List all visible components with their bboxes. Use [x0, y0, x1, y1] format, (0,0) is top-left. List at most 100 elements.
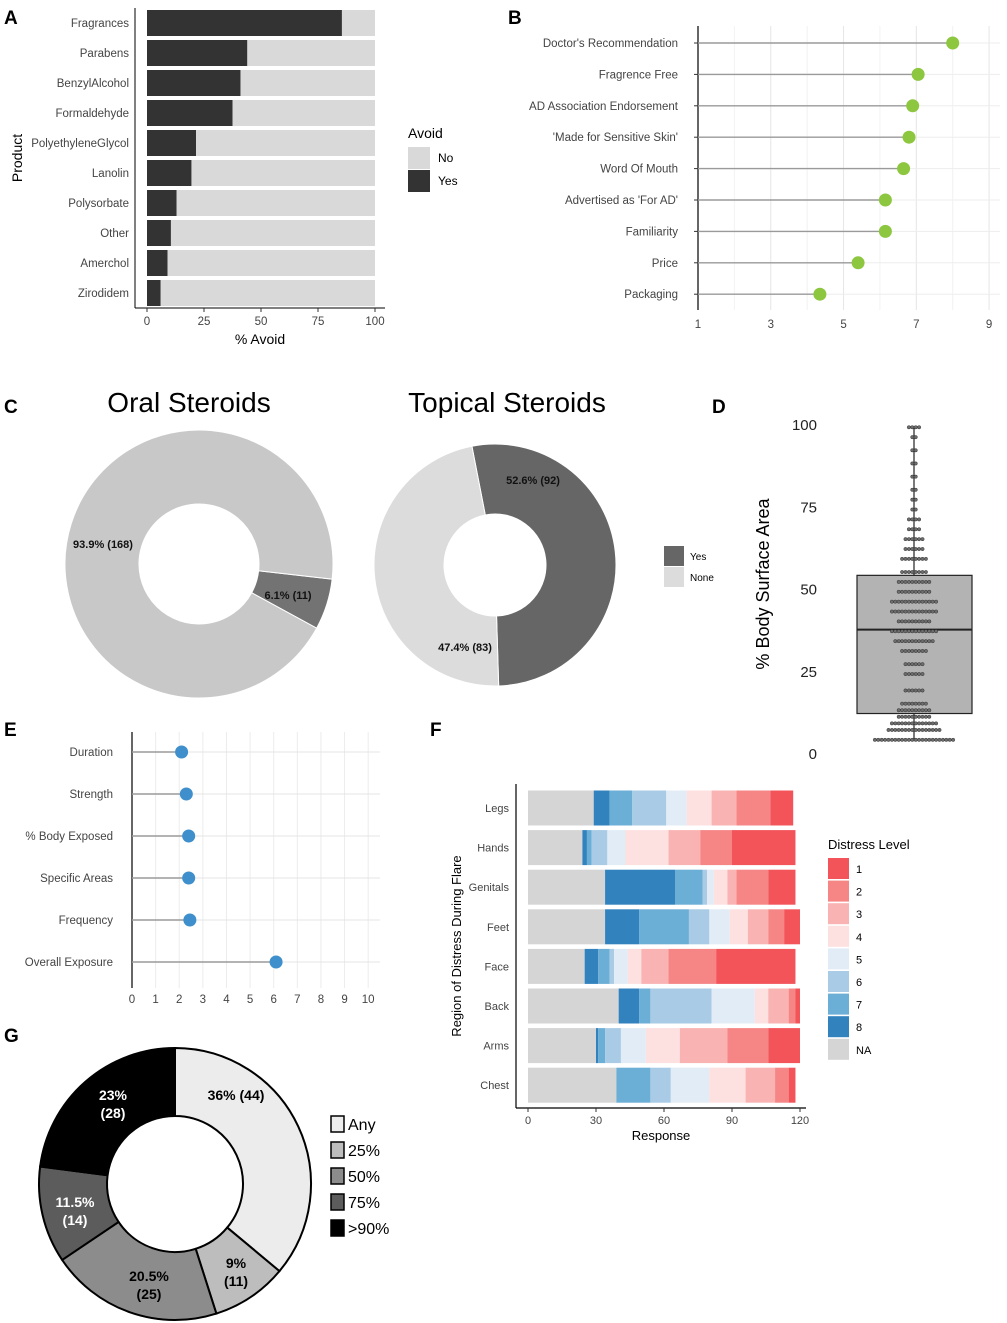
data-dot: [900, 599, 905, 604]
bar-legs-level-na: [528, 790, 594, 826]
slice-label-count-75: (14): [63, 1212, 88, 1228]
x-tick-label: 7: [913, 319, 919, 331]
data-dot: [910, 556, 915, 561]
data-dot: [906, 556, 911, 561]
data-dot: [903, 537, 908, 542]
data-dot: [896, 721, 901, 726]
data-dot: [906, 728, 911, 732]
slice-50: [60, 1220, 218, 1321]
bar-lanolin-no: [191, 160, 375, 186]
data-dot: [923, 728, 928, 732]
data-dot: [913, 556, 918, 561]
bar-hands-level-2: [700, 830, 732, 866]
bar-arms-level-5: [620, 1028, 646, 1064]
legend-label-yes: Yes: [438, 174, 458, 188]
bar-hands-level-3: [668, 830, 701, 866]
panel-g-exposure-donut: 36% (44) 9% (11) 20.5% (25) 11.5% (14) 23% (28) A…: [38, 1046, 389, 1321]
bar-benzylalcohol-no: [240, 70, 375, 96]
bar-chest-level-6: [650, 1067, 671, 1103]
slice-none: [64, 429, 334, 699]
bar-face-level-5: [614, 948, 628, 984]
data-dot: [913, 461, 918, 466]
x-tick-label: 5: [840, 319, 846, 331]
lollipop-point-overall-exposure: [269, 955, 283, 969]
y-tick-label: 75: [800, 499, 817, 516]
y-tick-label: Polysorbate: [68, 198, 129, 210]
bar-feet-level-5: [709, 909, 730, 945]
panel-letter-b: B: [508, 8, 522, 29]
y-tick-label: Hands: [477, 843, 509, 855]
slice-label-none: 93.9% (168): [73, 539, 133, 551]
data-dot: [913, 435, 918, 440]
data-dot: [910, 701, 915, 706]
data-dot: [896, 629, 901, 634]
bar-other-yes: [147, 220, 171, 246]
data-dot: [923, 556, 928, 561]
bar-arms-level-8: [596, 1028, 599, 1064]
data-dot: [906, 649, 911, 653]
data-dot: [896, 589, 901, 594]
y-tick-label: 50: [800, 582, 817, 599]
data-dot: [913, 474, 918, 479]
bar-hands-level-5: [607, 830, 626, 866]
lollipop-point-specific-areas: [182, 871, 196, 885]
data-dot: [893, 721, 898, 726]
bar-feet-level-1: [784, 909, 800, 945]
bar-legs-level-4: [686, 790, 712, 826]
data-dot: [934, 728, 939, 732]
data-dot: [913, 547, 918, 551]
data-dot: [900, 579, 905, 584]
data-dot: [913, 609, 918, 614]
data-dot: [903, 556, 908, 561]
data-dot: [917, 662, 922, 667]
lollipop-point-price: [851, 256, 865, 270]
bar-feet-level-8: [605, 909, 640, 945]
data-dot: [927, 629, 932, 634]
bar-face-level-1: [716, 948, 796, 984]
y-tick-label: BenzylAlcohol: [57, 78, 129, 90]
x-tick-label: 120: [791, 1115, 809, 1127]
bar-formaldehyde-yes: [147, 100, 233, 126]
panel-b-lollipop-chart: Doctor's Recommendation Fragrence Free AD …: [529, 26, 1000, 331]
y-tick-label: Overall Exposure: [25, 957, 113, 969]
data-dot: [923, 609, 928, 614]
y-tick-label: % Body Exposed: [25, 831, 113, 843]
bar-polysorbate-no: [176, 190, 375, 216]
bar-genitals-level-7: [675, 869, 703, 905]
y-axis-title: Product: [9, 134, 25, 182]
data-dot: [940, 737, 945, 742]
legend-label-any: Any: [348, 1117, 376, 1134]
data-dot: [903, 672, 908, 676]
data-dot: [913, 701, 918, 706]
data-dot: [910, 599, 915, 604]
lollipop-point-body-exposed: [182, 829, 196, 843]
data-dot: [893, 599, 898, 604]
data-dot: [910, 507, 915, 512]
data-dot: [903, 579, 908, 584]
legend-title: Distress Level: [828, 837, 910, 852]
data-dot: [930, 599, 935, 604]
data-dot: [917, 721, 922, 726]
data-dot: [913, 517, 918, 522]
data-dot: [923, 639, 928, 644]
panel-f-distress-stacked-bar: Legs Hands Genitals Feet Face Back Arms Chest 0 3…: [449, 784, 910, 1143]
data-dot: [923, 589, 928, 594]
legend-label-yes: Yes: [690, 552, 706, 563]
panel-letter-f: F: [430, 720, 442, 741]
data-dot: [910, 619, 915, 624]
y-tick-label: Formaldehyde: [55, 108, 129, 120]
y-tick-label: Doctor's Recommendation: [543, 38, 678, 50]
data-dot: [896, 579, 901, 584]
x-tick-label: 7: [294, 994, 300, 1006]
lollipop-point-duration: [175, 745, 189, 759]
legend-label-1: 1: [856, 864, 862, 876]
chart-title: Oral Steroids: [107, 387, 270, 418]
panel-e-lollipop-chart: Duration Strength % Body Exposed Specific A…: [25, 732, 380, 1006]
bar-face-level-4: [627, 948, 642, 984]
legend-swatch-50: [330, 1167, 345, 1185]
bar-chest-level-5: [670, 1067, 710, 1103]
bar-feet-level-4: [729, 909, 748, 945]
x-tick-label: 3: [200, 994, 206, 1006]
bar-feet-level-3: [747, 909, 769, 945]
data-dot: [927, 708, 932, 713]
